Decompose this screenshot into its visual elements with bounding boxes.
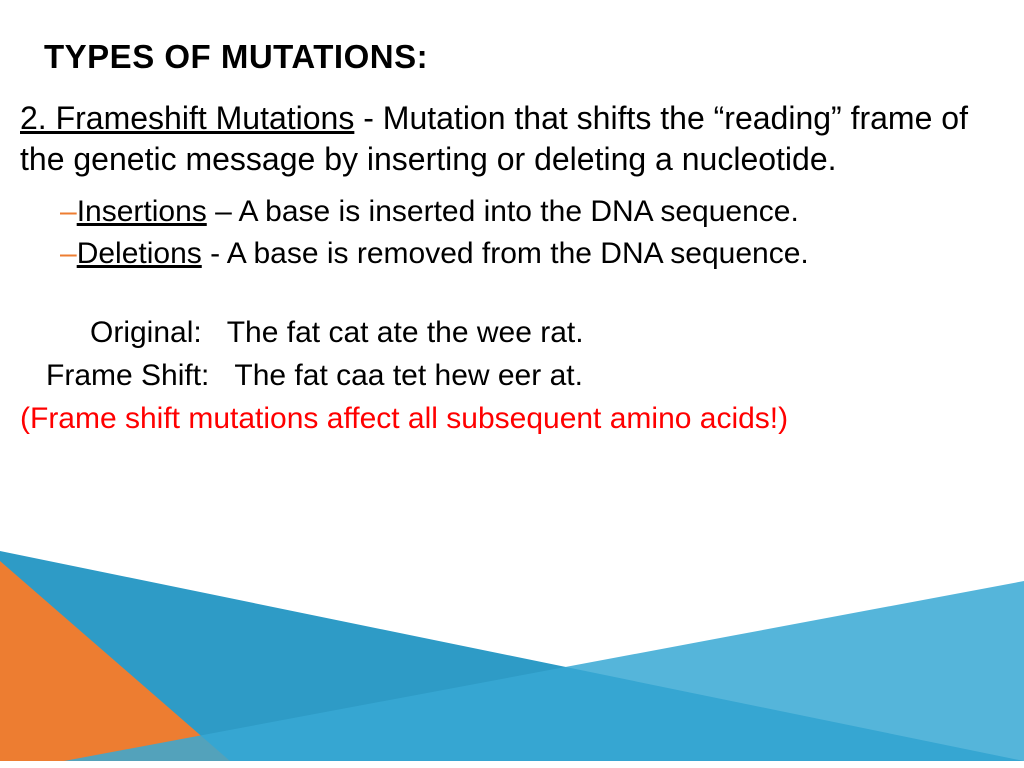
- sub-text: – A base is inserted into the DNA sequen…: [207, 195, 799, 228]
- sub-text: - A base is removed from the DNA sequenc…: [202, 237, 809, 270]
- example-original-label: Original:: [90, 316, 202, 349]
- sub-term: Deletions: [77, 237, 202, 270]
- definition-block: 2. Frameshift Mutations - Mutation that …: [20, 98, 1004, 180]
- bullet-dash-icon: –: [60, 237, 77, 270]
- sub-item-deletions: –Deletions - A base is removed from the …: [60, 234, 1004, 275]
- sub-item-insertions: –Insertions – A base is inserted into th…: [60, 192, 1004, 233]
- example-shift-text: The fat caa tet hew eer at.: [234, 359, 583, 392]
- slide-title: TYPES OF MUTATIONS:: [44, 38, 1004, 76]
- definition-term: 2. Frameshift Mutations: [20, 100, 354, 136]
- warning-note: (Frame shift mutations affect all subseq…: [20, 402, 1004, 436]
- sub-list: –Insertions – A base is inserted into th…: [60, 192, 1004, 275]
- example-original-text: The fat cat ate the wee rat.: [227, 316, 584, 349]
- slide-content: TYPES OF MUTATIONS: 2. Frameshift Mutati…: [0, 0, 1024, 436]
- decorative-triangle-blue-overlay: [64, 581, 1024, 761]
- slide: TYPES OF MUTATIONS: 2. Frameshift Mutati…: [0, 0, 1024, 768]
- example-shift-label: Frame Shift:: [46, 359, 209, 392]
- example-block: Original: The fat cat ate the wee rat. F…: [20, 311, 1004, 398]
- example-frameshift: Frame Shift: The fat caa tet hew eer at.: [20, 354, 1004, 398]
- bullet-dash-icon: –: [60, 195, 77, 228]
- example-original: Original: The fat cat ate the wee rat.: [20, 311, 1004, 355]
- sub-term: Insertions: [77, 195, 207, 228]
